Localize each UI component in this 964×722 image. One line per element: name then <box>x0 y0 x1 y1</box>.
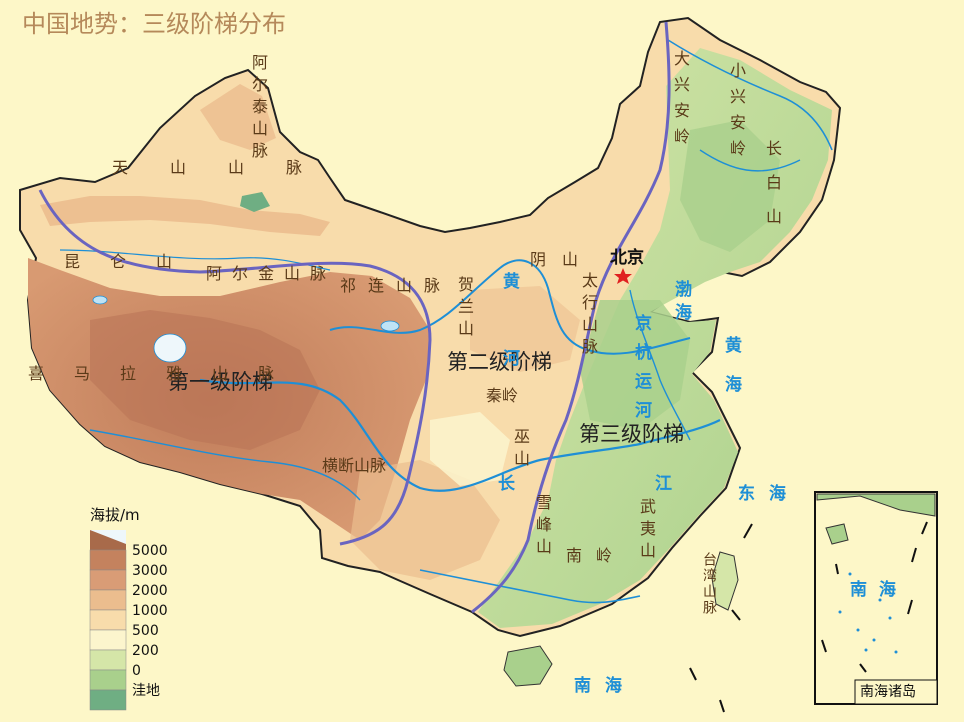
inset-reef-dots <box>838 572 898 654</box>
taiwan-island <box>711 551 739 611</box>
donghai-label: 东海 <box>738 484 800 504</box>
changjiang-label: 长江 <box>498 474 812 494</box>
yunnan-guizhou-plateau <box>350 460 500 580</box>
hainan-island <box>503 645 553 687</box>
pearl-river <box>419 569 641 604</box>
xuefeng-mountains-label: 雪峰山 <box>533 494 552 560</box>
songhua-river <box>699 149 801 172</box>
legend-label-5: 200 <box>132 643 159 659</box>
altai-mountains-label: 阿尔泰山脉 <box>249 54 268 164</box>
sea-boundary-dashes <box>689 523 753 713</box>
hengduan-mountains-label: 横断山脉 <box>322 456 387 475</box>
legend-swatch-3 <box>89 609 127 631</box>
qinghai-lake <box>380 320 400 332</box>
first-second-step-boundary <box>38 189 432 546</box>
legend-label-4: 500 <box>132 623 159 639</box>
yellow-river <box>329 259 691 355</box>
heilongjiang-river <box>667 39 833 151</box>
grand-canal-label: 京杭运河 <box>631 314 651 430</box>
huanghe-label: 黄河 <box>499 272 519 426</box>
tianshan-mountains-label: 天山山脉 <box>112 158 345 177</box>
yangtze-river <box>199 378 721 492</box>
yinshan-mountains-label: 阴山 <box>530 250 595 269</box>
inset-title: 南海诸岛 <box>860 684 916 700</box>
legend-swatch-0 <box>89 549 127 571</box>
north-china-plain <box>580 300 690 430</box>
elevation-legend <box>89 530 127 711</box>
junggar-depression <box>240 192 270 212</box>
helan-mountains-label: 贺兰山 <box>455 276 474 342</box>
legend-label-2: 2000 <box>132 583 168 599</box>
kunlun-mountains-label: 昆仑山 <box>64 252 203 271</box>
taiwan-mountains-label: 台湾山脉 <box>701 552 717 616</box>
sichuan-basin <box>430 412 510 486</box>
step-three-label: 第三级阶梯 <box>579 422 684 446</box>
map-title: 中国地势：三级阶梯分布 <box>22 10 286 38</box>
tibet-lake-cluster <box>153 333 187 363</box>
legend-swatch-4 <box>89 629 127 651</box>
step-one-label: 第一级阶梯 <box>168 370 273 394</box>
dahinggan-mountains-label: 大兴安岭 <box>671 50 690 154</box>
nanling-mountains-label: 南岭 <box>566 546 627 565</box>
legend-label-6: 0 <box>132 663 141 679</box>
step-two-label: 第二级阶梯 <box>447 350 552 374</box>
bohai-label: 渤海 <box>671 280 691 326</box>
inset-nanhai-label: 南海 <box>850 580 908 600</box>
taihang-mountains-label: 太行山脉 <box>579 272 598 360</box>
yarlung-river <box>89 429 361 501</box>
grand-canal <box>629 289 691 441</box>
inset-label-box <box>854 679 938 705</box>
west-lake <box>92 295 108 305</box>
legend-peak-triangle <box>90 530 126 544</box>
inset-dashes <box>821 521 928 673</box>
second-third-step-boundary <box>471 21 671 614</box>
altai-range <box>200 84 276 150</box>
tianshan-range <box>40 196 330 236</box>
legend-label-3: 1000 <box>132 603 168 619</box>
legend-swatch-1 <box>89 569 127 591</box>
legend-label-7: 洼地 <box>132 683 160 699</box>
beijing-label: 北京 <box>610 248 644 268</box>
beijing-star <box>614 268 632 284</box>
altun-mountains-label: 阿尔金山脉 <box>206 264 337 283</box>
legend-title: 海拔/m <box>90 506 140 524</box>
legend-swatch-6 <box>89 669 127 691</box>
wushan-mountains-label: 巫山 <box>511 428 530 472</box>
legend-swatch-7 <box>89 689 127 711</box>
qilian-mountains-label: 祁连山脉 <box>340 276 453 295</box>
wuyi-mountains-label: 武夷山 <box>637 498 656 564</box>
changbai-mountains-label: 长白山 <box>763 140 782 242</box>
nanhai-label: 南海 <box>574 676 636 696</box>
legend-swatch-2 <box>89 589 127 611</box>
legend-label-1: 3000 <box>132 563 168 579</box>
huanghai-label: 黄海 <box>721 336 741 414</box>
inset-coast <box>816 493 936 517</box>
legend-swatch-5 <box>89 649 127 671</box>
himalaya-mountains-label: 喜马拉雅山脉 <box>28 364 305 383</box>
qinling-mountains-label: 秦岭 <box>486 386 519 405</box>
legend-label-0: 5000 <box>132 543 168 559</box>
inset-island <box>825 523 849 545</box>
xiaohinggan-mountains-label: 小兴安岭 <box>727 62 746 166</box>
